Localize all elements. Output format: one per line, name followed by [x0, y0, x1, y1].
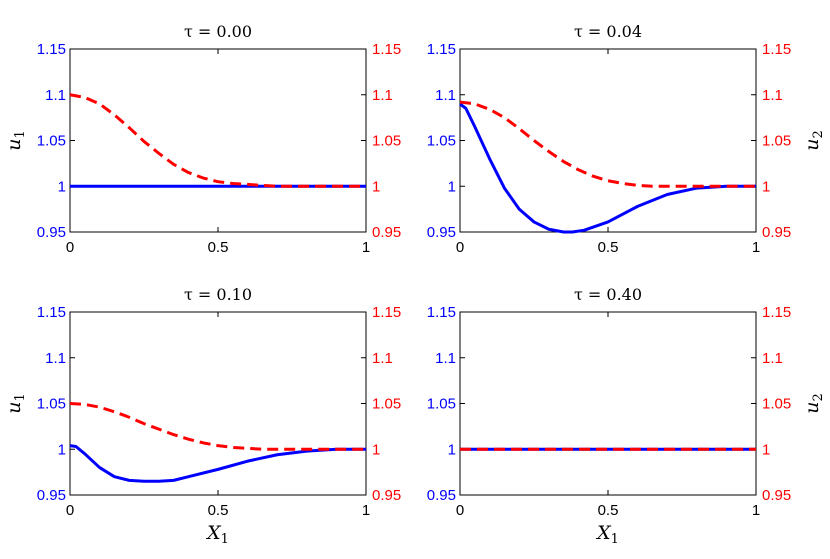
y-tick-label-left: 1.1 — [435, 87, 456, 104]
series-u2-line — [69, 402, 366, 451]
y-tick-label-right: 0.95 — [372, 487, 401, 504]
y-axis-label-subscript: 2 — [811, 130, 826, 138]
x-axis-label: X1 — [595, 522, 619, 547]
y-tick-label-right: 1.05 — [372, 133, 401, 150]
y-tick-label-right: 1.1 — [762, 87, 783, 104]
series-u2-line — [69, 93, 366, 188]
plot-frame — [69, 311, 367, 496]
x-tick-label: 1 — [752, 502, 760, 519]
y-tick-label-left: 1 — [58, 178, 66, 195]
y-tick-label-left: 1.05 — [427, 396, 456, 413]
y-axis-label-main: u — [3, 139, 25, 151]
y-tick-label-right: 1.05 — [762, 396, 791, 413]
x-tick-label: 0.5 — [208, 502, 229, 519]
y-tick-label-right: 0.95 — [762, 224, 791, 241]
subplot-4: 0.95 0.951 11.05 1.051.1 1.11.15 1.150 0.5 1τ =… — [427, 285, 826, 547]
y-tick-label-right: 1.1 — [372, 350, 393, 367]
subplot-2: 0.95 0.951 11.05 1.051.1 1.11.15 1.150 0.5 1τ =… — [427, 22, 826, 256]
x-tick-label: 1 — [362, 502, 370, 519]
y-axis-label-main: u — [801, 139, 823, 151]
series-u1-line — [459, 102, 756, 234]
y-axis-label-subscript: 1 — [13, 393, 28, 401]
y-tick-label-right: 1.15 — [762, 304, 791, 321]
y-tick-label-left: 1 — [58, 441, 66, 458]
y-axis-label-main: u — [3, 402, 25, 414]
y-axis-label-main: u — [801, 402, 823, 414]
x-tick-label: 0.5 — [598, 239, 619, 256]
y-tick-label-right: 1 — [762, 441, 770, 458]
y-tick-label-left: 1.05 — [427, 133, 456, 150]
y-tick-label-left: 1.05 — [37, 133, 66, 150]
x-tick-label: 0.5 — [598, 502, 619, 519]
y-tick-label-right: 1.15 — [372, 41, 401, 58]
x-tick-label: 1 — [362, 239, 370, 256]
y-tick-label-right: 1.05 — [762, 133, 791, 150]
y-tick-label-left: 0.95 — [37, 487, 66, 504]
y-axis-label-left: u1 — [3, 130, 28, 151]
y-tick-label-right: 1.05 — [372, 396, 401, 413]
y-axis-label-left: u1 — [3, 393, 28, 414]
series-u2-line — [459, 100, 756, 188]
y-tick-label-left: 1.1 — [435, 350, 456, 367]
x-tick-label: 1 — [752, 239, 760, 256]
y-tick-label-left: 1.15 — [37, 41, 66, 58]
plot-frame — [459, 311, 757, 496]
y-tick-label-left: 1.05 — [37, 396, 66, 413]
y-tick-label-left: 1 — [448, 441, 456, 458]
y-tick-label-right: 1.15 — [372, 304, 401, 321]
y-tick-label-right: 1.1 — [762, 350, 783, 367]
x-tick-label: 0 — [66, 502, 74, 519]
subplot-1: 0.95 0.951 11.05 1.051.1 1.11.15 1.150 0.5 1τ =… — [3, 22, 401, 256]
y-tick-label-left: 1.15 — [37, 304, 66, 321]
y-tick-label-left: 0.95 — [427, 224, 456, 241]
y-tick-label-left: 1.1 — [45, 87, 66, 104]
y-tick-label-left: 0.95 — [427, 487, 456, 504]
x-axis-label-main: X — [595, 522, 612, 544]
subplot-3: 0.95 0.951 11.05 1.051.1 1.11.15 1.150 0.5 1τ =… — [3, 285, 401, 547]
x-axis-label-main: X — [205, 522, 222, 544]
series-u1-line — [69, 444, 366, 483]
subplot-title: τ = 0.00 — [184, 22, 252, 41]
y-axis-label-right: u2 — [801, 130, 826, 151]
y-tick-label-right: 1.1 — [372, 87, 393, 104]
x-tick-label: 0.5 — [208, 239, 229, 256]
y-tick-label-right: 0.95 — [762, 487, 791, 504]
y-tick-label-left: 1.15 — [427, 41, 456, 58]
x-axis-label-subscript: 1 — [611, 532, 619, 547]
y-tick-label-left: 1 — [448, 178, 456, 195]
y-tick-label-right: 1 — [762, 178, 770, 195]
plot-frame — [459, 48, 757, 233]
y-tick-label-right: 0.95 — [372, 224, 401, 241]
y-axis-label-right: u2 — [801, 393, 826, 414]
y-tick-label-right: 1 — [372, 441, 380, 458]
y-tick-label-right: 1 — [372, 178, 380, 195]
y-axis-label-subscript: 2 — [811, 393, 826, 401]
x-tick-label: 0 — [66, 239, 74, 256]
subplot-title: τ = 0.40 — [574, 285, 642, 304]
x-tick-label: 0 — [456, 239, 464, 256]
x-tick-label: 0 — [456, 502, 464, 519]
plot-frame — [69, 48, 367, 233]
y-tick-label-left: 1.15 — [427, 304, 456, 321]
y-tick-label-right: 1.15 — [762, 41, 791, 58]
subplot-title: τ = 0.10 — [184, 285, 252, 304]
subplot-title: τ = 0.04 — [574, 22, 642, 41]
x-axis-label-subscript: 1 — [221, 532, 229, 547]
y-tick-label-left: 1.1 — [45, 350, 66, 367]
x-axis-label: X1 — [205, 522, 229, 547]
y-axis-label-subscript: 1 — [13, 130, 28, 138]
y-tick-label-left: 0.95 — [37, 224, 66, 241]
